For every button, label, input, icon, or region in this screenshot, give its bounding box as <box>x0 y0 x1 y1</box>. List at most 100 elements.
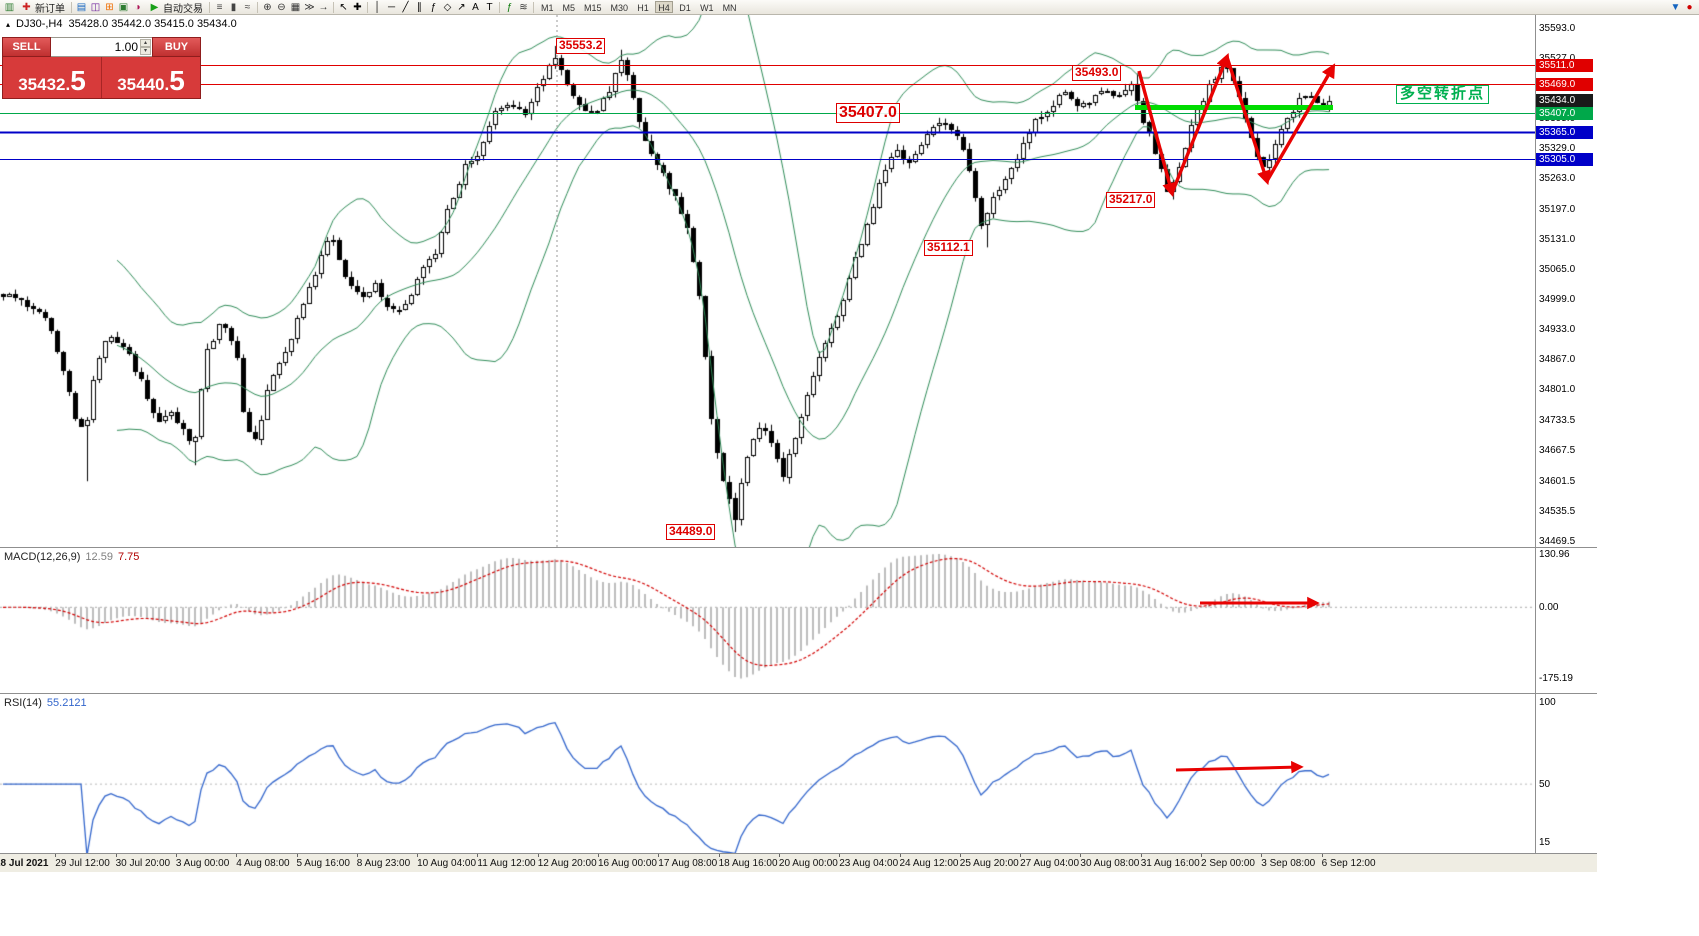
tile-windows-icon[interactable]: ▦ <box>290 1 301 13</box>
volume-input[interactable] <box>51 38 152 56</box>
buy-price[interactable]: 35440. 5 <box>102 57 200 98</box>
time-tick <box>296 854 298 857</box>
buy-price-big-digit: 5 <box>169 65 185 97</box>
fibonacci-icon[interactable]: ƒ <box>430 1 437 13</box>
candlestick-chart-icon[interactable]: ▮ <box>230 1 237 13</box>
macd-canvas[interactable] <box>0 548 1535 693</box>
navigator-icon[interactable]: ⊞ <box>105 1 114 13</box>
equidistant-channel-icon[interactable]: ∥ <box>417 1 422 13</box>
autotrade-button[interactable]: ▶ 自动交易 <box>145 1 206 15</box>
time-label: 29 Jul 12:00 <box>55 858 110 869</box>
timeframe-mn[interactable]: MN <box>722 3 737 13</box>
time-label: 8 Aug 23:00 <box>356 858 411 869</box>
crosshair-icon[interactable]: ✚ <box>353 1 362 13</box>
time-axis[interactable]: 28 Jul 2021 29 Jul 12:00 30 Jul 20:00 3 Aug… <box>0 854 1597 872</box>
time-tick <box>477 854 479 857</box>
terminal-icon[interactable]: ▣ <box>118 1 129 13</box>
rsi-pane: RSI(14) 55.2121 100 50 15 <box>0 694 1597 853</box>
timeframe-h1[interactable]: H1 <box>637 3 649 13</box>
time-tick <box>899 854 901 857</box>
price-level-tag: 35365.0 <box>1535 125 1593 139</box>
cursor-icon[interactable]: ↖ <box>339 1 348 13</box>
market-watch-icon[interactable]: ▤ <box>76 1 87 13</box>
time-label: 12 Aug 20:00 <box>537 858 597 869</box>
autotrade-button-label: 自动交易 <box>163 3 203 15</box>
zoom-in-icon[interactable]: ⊕ <box>263 1 272 13</box>
toolbar-separator <box>257 1 258 13</box>
sell-price[interactable]: 35432. 5 <box>3 57 101 98</box>
timeframe-w1[interactable]: W1 <box>700 3 714 13</box>
quick-nav-icon[interactable]: ▼ <box>1670 1 1681 13</box>
price-level-tag: 35511.0 <box>1535 59 1593 73</box>
trendline-icon[interactable]: ╱ <box>402 1 409 13</box>
price-annotation-label[interactable]: 35112.1 <box>924 240 973 257</box>
ohlc-values: 35428.0 35442.0 35415.0 35434.0 <box>68 18 237 30</box>
pane-separator[interactable] <box>0 853 1597 854</box>
vertical-line-icon[interactable]: │ <box>374 1 381 13</box>
indicators-icon[interactable]: ƒ <box>506 1 513 13</box>
chart-shift-icon[interactable]: → <box>318 1 329 13</box>
timeframe-d1[interactable]: D1 <box>679 3 691 13</box>
rsi-tick-label: 100 <box>1539 697 1556 709</box>
text-label-icon[interactable]: T <box>486 1 493 13</box>
price-annotation-label[interactable]: 35553.2 <box>556 37 606 54</box>
time-tick <box>55 854 57 857</box>
new-order-button[interactable]: ✚ 新订单 <box>17 1 68 15</box>
shapes-icon[interactable]: ◇ <box>443 1 452 13</box>
main-chart-canvas[interactable] <box>0 15 1535 547</box>
symbol-period-label: DJ30-,H4 <box>16 18 63 30</box>
price-axis[interactable]: 35593.035527.035395.035329.035263.035197… <box>1535 15 1597 547</box>
macd-axis[interactable]: 130.96 0.00 -175.19 <box>1535 548 1597 693</box>
timeframe-m5[interactable]: M5 <box>562 3 576 13</box>
buy-button[interactable]: BUY <box>152 37 201 57</box>
sell-price-main: 35432. <box>18 75 71 94</box>
volume-down-button[interactable]: ▾ <box>140 47 151 55</box>
chart-window-icon[interactable]: ▥ <box>4 1 15 13</box>
price-tick-label: 35065.0 <box>1539 263 1576 275</box>
time-label: 30 Jul 20:00 <box>115 858 171 869</box>
rsi-name: RSI(14) <box>4 697 42 709</box>
main-chart-pane: ▴ DJ30-,H4 35428.0 35442.0 35415.0 35434… <box>0 15 1597 547</box>
arrows-icon[interactable]: ↗ <box>457 1 466 13</box>
new-order-button-label: 新订单 <box>35 3 65 15</box>
text-icon[interactable]: A <box>472 1 479 13</box>
data-window-icon[interactable]: ◫ <box>90 1 101 13</box>
rsi-canvas[interactable] <box>0 694 1535 853</box>
time-label: 4 Aug 08:00 <box>236 858 290 869</box>
price-tick-label: 34667.5 <box>1539 445 1576 457</box>
bar-chart-icon[interactable]: ≡ <box>216 1 223 13</box>
auto-scroll-icon[interactable]: ≫ <box>304 1 315 13</box>
timeframe-m1[interactable]: M1 <box>541 3 554 13</box>
time-label: 24 Aug 12:00 <box>899 858 959 869</box>
price-tick-label: 34999.0 <box>1539 294 1576 306</box>
toolbar-separator <box>367 1 368 13</box>
zoom-out-icon[interactable]: ⊖ <box>277 1 286 13</box>
strategy-tester-icon[interactable]: ◑ <box>134 1 141 13</box>
price-annotation-label[interactable]: 35217.0 <box>1106 192 1156 209</box>
turning-point-label[interactable]: 多空转折点 <box>1396 85 1490 104</box>
price-annotation-label[interactable]: 34489.0 <box>666 523 716 540</box>
volume-up-button[interactable]: ▴ <box>140 39 151 47</box>
macd-name: MACD(12,26,9) <box>4 551 81 563</box>
price-tick-label: 34933.0 <box>1539 324 1576 336</box>
sell-button[interactable]: SELL <box>2 37 51 57</box>
horizontal-line-icon[interactable]: ─ <box>387 1 396 13</box>
price-annotation-label[interactable]: 35407.0 <box>836 102 900 124</box>
pane-separator[interactable] <box>0 693 1597 694</box>
rsi-tick-label: 15 <box>1539 836 1551 848</box>
rsi-axis[interactable]: 100 50 15 <box>1535 694 1597 853</box>
price-annotation-label[interactable]: 35493.0 <box>1072 65 1122 82</box>
periods-icon[interactable]: ≋ <box>519 1 528 13</box>
line-chart-icon[interactable]: ≈ <box>244 1 251 13</box>
time-label: 31 Aug 16:00 <box>1140 858 1200 869</box>
timeframe-m30[interactable]: M30 <box>610 3 629 13</box>
time-label: 3 Aug 00:00 <box>175 858 230 869</box>
time-tick <box>598 854 599 857</box>
macd-value: 12.59 <box>85 551 113 563</box>
timeframe-h4[interactable]: H4 <box>655 1 674 13</box>
new-order-button-icon: ✚ <box>22 1 31 13</box>
timeframe-m15[interactable]: M15 <box>584 3 602 13</box>
record-icon[interactable]: ● <box>1686 1 1693 13</box>
pane-separator[interactable] <box>0 547 1597 548</box>
time-label: 20 Aug 00:00 <box>778 858 838 869</box>
